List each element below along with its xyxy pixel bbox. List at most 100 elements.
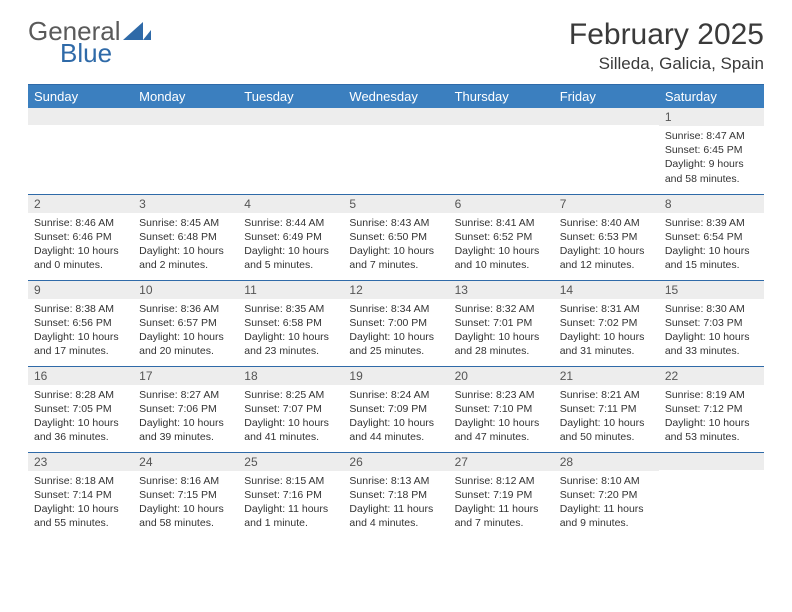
day-number <box>343 108 448 125</box>
calendar-cell: 28Sunrise: 8:10 AMSunset: 7:20 PMDayligh… <box>554 452 659 538</box>
calendar-cell: 23 Sunrise: 8:18 AMSunset: 7:14 PMDayligh… <box>28 452 133 538</box>
daylight-text: Daylight: 10 hours and 0 minutes. <box>34 244 127 272</box>
day-number: 1 <box>659 108 764 126</box>
calendar-cell <box>554 108 659 194</box>
day-body: Sunrise: 8:40 AMSunset: 6:53 PMDaylight:… <box>554 213 659 275</box>
daylight-text: Daylight: 9 hours and 58 minutes. <box>665 157 758 185</box>
sunset-text: Sunset: 7:18 PM <box>349 488 442 502</box>
daylight-text: Daylight: 10 hours and 7 minutes. <box>349 244 442 272</box>
calendar-cell: 7Sunrise: 8:40 AMSunset: 6:53 PMDaylight… <box>554 194 659 280</box>
day-body: Sunrise: 8:38 AMSunset: 6:56 PMDaylight:… <box>28 299 133 361</box>
sunset-text: Sunset: 7:00 PM <box>349 316 442 330</box>
sunrise-text: Sunrise: 8:16 AM <box>139 474 232 488</box>
day-number: 24 <box>133 453 238 471</box>
day-number: 8 <box>659 195 764 213</box>
sunrise-text: Sunrise: 8:24 AM <box>349 388 442 402</box>
sunrise-text: Sunrise: 8:47 AM <box>665 129 758 143</box>
sunset-text: Sunset: 7:14 PM <box>34 488 127 502</box>
sunset-text: Sunset: 7:07 PM <box>244 402 337 416</box>
day-body: Sunrise: 8:30 AMSunset: 7:03 PMDaylight:… <box>659 299 764 361</box>
day-number: 3 <box>133 195 238 213</box>
title-block: February 2025 Silleda, Galicia, Spain <box>569 18 764 74</box>
calendar-cell: 1Sunrise: 8:47 AMSunset: 6:45 PMDaylight… <box>659 108 764 194</box>
weekday-header: Saturday <box>659 85 764 108</box>
sunset-text: Sunset: 7:16 PM <box>244 488 337 502</box>
day-number: 28 <box>554 453 659 471</box>
calendar-cell: 14Sunrise: 8:31 AMSunset: 7:02 PMDayligh… <box>554 280 659 366</box>
sunset-text: Sunset: 6:50 PM <box>349 230 442 244</box>
sunrise-text: Sunrise: 8:35 AM <box>244 302 337 316</box>
logo-text-blue: Blue <box>60 40 121 66</box>
day-number: 9 <box>28 281 133 299</box>
calendar-cell <box>659 452 764 538</box>
calendar-cell: 3 Sunrise: 8:45 AMSunset: 6:48 PMDaylight… <box>133 194 238 280</box>
sunset-text: Sunset: 6:48 PM <box>139 230 232 244</box>
calendar-cell: 2Sunrise: 8:46 AMSunset: 6:46 PMDaylight… <box>28 194 133 280</box>
day-body: Sunrise: 8:44 AMSunset: 6:49 PMDaylight:… <box>238 213 343 275</box>
calendar-cell: 15Sunrise: 8:30 AMSunset: 7:03 PMDayligh… <box>659 280 764 366</box>
calendar-cell <box>449 108 554 194</box>
sunrise-text: Sunrise: 8:43 AM <box>349 216 442 230</box>
day-number: 21 <box>554 367 659 385</box>
calendar-cell: 24Sunrise: 8:16 AMSunset: 7:15 PMDayligh… <box>133 452 238 538</box>
day-number: 4 <box>238 195 343 213</box>
daylight-text: Daylight: 10 hours and 2 minutes. <box>139 244 232 272</box>
daylight-text: Daylight: 10 hours and 15 minutes. <box>665 244 758 272</box>
sunset-text: Sunset: 7:01 PM <box>455 316 548 330</box>
sunset-text: Sunset: 6:57 PM <box>139 316 232 330</box>
sunset-text: Sunset: 7:11 PM <box>560 402 653 416</box>
day-number <box>238 108 343 125</box>
day-body: Sunrise: 8:24 AMSunset: 7:09 PMDaylight:… <box>343 385 448 447</box>
daylight-text: Daylight: 11 hours and 4 minutes. <box>349 502 442 530</box>
sunrise-text: Sunrise: 8:19 AM <box>665 388 758 402</box>
sunset-text: Sunset: 7:02 PM <box>560 316 653 330</box>
day-body: Sunrise: 8:31 AMSunset: 7:02 PMDaylight:… <box>554 299 659 361</box>
day-body: Sunrise: 8:28 AMSunset: 7:05 PMDaylight:… <box>28 385 133 447</box>
day-number: 10 <box>133 281 238 299</box>
day-number: 13 <box>449 281 554 299</box>
daylight-text: Daylight: 10 hours and 25 minutes. <box>349 330 442 358</box>
day-number: 22 <box>659 367 764 385</box>
sunset-text: Sunset: 6:56 PM <box>34 316 127 330</box>
calendar-cell: 11Sunrise: 8:35 AMSunset: 6:58 PMDayligh… <box>238 280 343 366</box>
sunset-text: Sunset: 6:54 PM <box>665 230 758 244</box>
sunset-text: Sunset: 6:52 PM <box>455 230 548 244</box>
calendar-cell: 13Sunrise: 8:32 AMSunset: 7:01 PMDayligh… <box>449 280 554 366</box>
daylight-text: Daylight: 11 hours and 7 minutes. <box>455 502 548 530</box>
day-number: 15 <box>659 281 764 299</box>
sunrise-text: Sunrise: 8:32 AM <box>455 302 548 316</box>
day-number: 16 <box>28 367 133 385</box>
weekday-header: Tuesday <box>238 85 343 108</box>
sunrise-text: Sunrise: 8:23 AM <box>455 388 548 402</box>
calendar-row: 2Sunrise: 8:46 AMSunset: 6:46 PMDaylight… <box>28 194 764 280</box>
calendar-cell: 19Sunrise: 8:24 AMSunset: 7:09 PMDayligh… <box>343 366 448 452</box>
weekday-header: Friday <box>554 85 659 108</box>
day-body: Sunrise: 8:39 AMSunset: 6:54 PMDaylight:… <box>659 213 764 275</box>
sunrise-text: Sunrise: 8:38 AM <box>34 302 127 316</box>
calendar-cell: 12Sunrise: 8:34 AMSunset: 7:00 PMDayligh… <box>343 280 448 366</box>
day-number: 23 <box>28 453 133 471</box>
calendar-cell: 16Sunrise: 8:28 AMSunset: 7:05 PMDayligh… <box>28 366 133 452</box>
weekday-header: Monday <box>133 85 238 108</box>
sunrise-text: Sunrise: 8:45 AM <box>139 216 232 230</box>
calendar-cell: 6Sunrise: 8:41 AMSunset: 6:52 PMDaylight… <box>449 194 554 280</box>
month-title: February 2025 <box>569 18 764 52</box>
sunrise-text: Sunrise: 8:39 AM <box>665 216 758 230</box>
daylight-text: Daylight: 10 hours and 10 minutes. <box>455 244 548 272</box>
daylight-text: Daylight: 10 hours and 55 minutes. <box>34 502 127 530</box>
day-body: Sunrise: 8:16 AMSunset: 7:15 PMDaylight:… <box>133 471 238 533</box>
sunrise-text: Sunrise: 8:21 AM <box>560 388 653 402</box>
sunrise-text: Sunrise: 8:40 AM <box>560 216 653 230</box>
calendar-row: 9Sunrise: 8:38 AMSunset: 6:56 PMDaylight… <box>28 280 764 366</box>
daylight-text: Daylight: 10 hours and 31 minutes. <box>560 330 653 358</box>
calendar-cell: 4Sunrise: 8:44 AMSunset: 6:49 PMDaylight… <box>238 194 343 280</box>
sunset-text: Sunset: 7:10 PM <box>455 402 548 416</box>
calendar-cell: 9Sunrise: 8:38 AMSunset: 6:56 PMDaylight… <box>28 280 133 366</box>
sunrise-text: Sunrise: 8:18 AM <box>34 474 127 488</box>
weekday-header: Thursday <box>449 85 554 108</box>
day-body: Sunrise: 8:21 AMSunset: 7:11 PMDaylight:… <box>554 385 659 447</box>
daylight-text: Daylight: 10 hours and 39 minutes. <box>139 416 232 444</box>
calendar-cell: 8Sunrise: 8:39 AMSunset: 6:54 PMDaylight… <box>659 194 764 280</box>
daylight-text: Daylight: 10 hours and 23 minutes. <box>244 330 337 358</box>
sunset-text: Sunset: 7:12 PM <box>665 402 758 416</box>
